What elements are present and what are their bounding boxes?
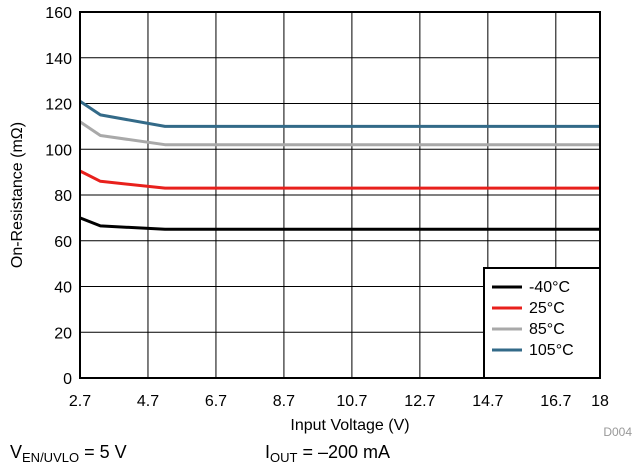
condition-enable-voltage: VEN/UVLO = 5 V [10, 442, 127, 465]
y-tick-label: 20 [54, 325, 72, 342]
series-lines [79, 99, 600, 231]
x-tick-label: 18 [591, 393, 609, 410]
y-tick-label: 0 [63, 371, 72, 388]
series-line [79, 120, 600, 147]
series-line [79, 216, 600, 231]
condition-output-current: IOUT = –200 mA [265, 442, 390, 465]
legend: -40°C 25°C 85°C 105°C [483, 267, 601, 379]
x-tick-label: 4.7 [137, 393, 159, 410]
y-tick-label: 160 [45, 5, 72, 22]
legend-label: 25°C [529, 300, 565, 317]
series-line [79, 99, 600, 128]
condition-output-value: = –200 mA [297, 442, 391, 462]
y-tick-label: 60 [54, 234, 72, 251]
x-tick-label: 6.7 [205, 393, 227, 410]
x-tick-label: 8.7 [273, 393, 295, 410]
y-tick-label: 140 [45, 51, 72, 68]
x-tick-label: 16.7 [540, 393, 571, 410]
y-tick-label: 120 [45, 97, 72, 114]
x-tick-label: 14.7 [472, 393, 503, 410]
y-axis-label: On-Resistance (mΩ) [9, 122, 26, 268]
y-tick-labels: 0 20 40 60 80 100 120 140 160 [45, 5, 72, 388]
condition-output-sub: OUT [270, 450, 298, 465]
legend-label: 85°C [529, 321, 565, 338]
x-axis-label: Input Voltage (V) [290, 417, 409, 434]
condition-enable-var: V [10, 442, 23, 462]
x-tick-label: 12.7 [404, 393, 435, 410]
y-tick-label: 40 [54, 280, 72, 297]
on-resistance-chart: 2.7 4.7 6.7 8.7 10.7 12.7 14.7 16.7 18 0 20 40 60 80… [9, 5, 632, 439]
x-tick-label: 2.7 [69, 393, 91, 410]
series-line [79, 169, 600, 190]
condition-enable-value: = 5 V [79, 442, 127, 462]
plot-frame [79, 11, 601, 379]
x-tick-labels: 2.7 4.7 6.7 8.7 10.7 12.7 14.7 16.7 18 [69, 393, 609, 410]
y-tick-label: 80 [54, 188, 72, 205]
y-tick-label: 100 [45, 142, 72, 159]
figure-id: D004 [603, 425, 632, 439]
condition-output-var: I [265, 442, 271, 462]
legend-label: -40°C [529, 279, 570, 296]
condition-enable-sub: EN/UVLO [22, 450, 80, 465]
legend-label: 105°C [529, 342, 574, 359]
x-tick-label: 10.7 [336, 393, 367, 410]
